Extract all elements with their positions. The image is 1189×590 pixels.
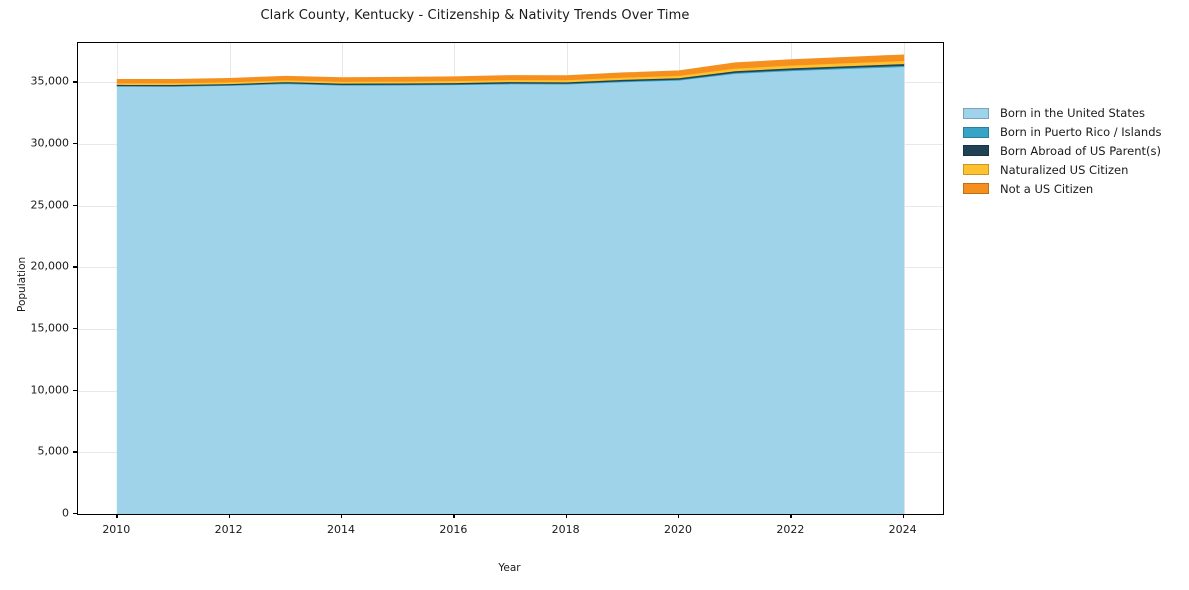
plot-inner [78,43,943,514]
legend-item-label: Born in Puerto Rico / Islands [1000,125,1162,140]
y-axis-tick-label: 35,000 [30,74,70,88]
y-axis-tick-label: 5,000 [37,444,70,458]
x-axis-tick-mark [340,514,343,518]
legend-item[interactable]: Born in the United States [963,104,1162,123]
chart-legend: Born in the United States Born in Puerto … [963,104,1162,198]
legend-item-label: Naturalized US Citizen [1000,162,1129,177]
area-band [116,54,905,84]
y-axis-tick-label: 25,000 [30,198,70,212]
legend-color-swatch [963,126,989,138]
y-axis-tick-mark [73,328,77,330]
x-axis-tick-label: 2022 [776,523,805,536]
stacked-area-series [116,54,905,514]
y-axis-tick-mark [73,81,77,83]
x-axis-tick-mark [902,514,904,518]
legend-color-swatch [963,107,989,119]
x-axis-tick-mark [228,514,230,518]
legend-item[interactable]: Naturalized US Citizen [963,160,1162,179]
y-axis-tick-label: 10,000 [30,383,70,397]
x-axis-tick-mark [678,514,680,518]
x-axis-tick-label: 2012 [214,523,243,536]
y-axis-tick-label: 0 [62,506,69,520]
x-axis-tick-label: 2014 [326,523,355,536]
legend-item-label: Born in the United States [1000,106,1145,121]
area-band [116,66,905,514]
legend-item[interactable]: Not a US Citizen [963,179,1162,198]
y-axis-tick-mark [73,389,77,391]
legend-color-swatch [963,183,989,195]
y-axis-tick-mark [73,204,77,207]
x-axis-tick-mark [565,514,567,518]
x-axis-tick-label: 2010 [102,523,131,536]
y-axis-tick-mark [73,513,77,515]
y-axis-tick-mark [73,143,77,145]
x-axis-tick-mark [790,514,792,518]
y-axis-tick-label: 20,000 [30,259,70,273]
legend-item[interactable]: Born in Puerto Rico / Islands [963,123,1162,142]
y-axis-tick-mark [73,266,77,268]
x-axis-tick-mark [116,514,118,518]
legend-item[interactable]: Born Abroad of US Parent(s) [963,142,1162,161]
y-axis-tick-mark [73,451,77,453]
legend-item-label: Not a US Citizen [1000,181,1094,196]
x-axis-tick-label: 2016 [439,523,468,536]
legend-color-swatch [963,145,989,157]
x-axis-tick-label: 2018 [551,523,580,536]
x-axis-tick-label: 2020 [664,523,692,536]
x-axis-label: Year [498,562,521,574]
legend-color-swatch [963,164,989,176]
x-axis-tick-mark [453,514,455,518]
y-axis-tick-label: 15,000 [30,321,70,335]
chart-title: Clark County, Kentucky - Citizenship & N… [260,8,690,23]
plot-area [77,42,944,515]
x-axis-tick-label: 2024 [888,523,917,536]
legend-item-label: Born Abroad of US Parent(s) [1000,143,1161,158]
y-axis-tick-label: 30,000 [30,136,70,150]
